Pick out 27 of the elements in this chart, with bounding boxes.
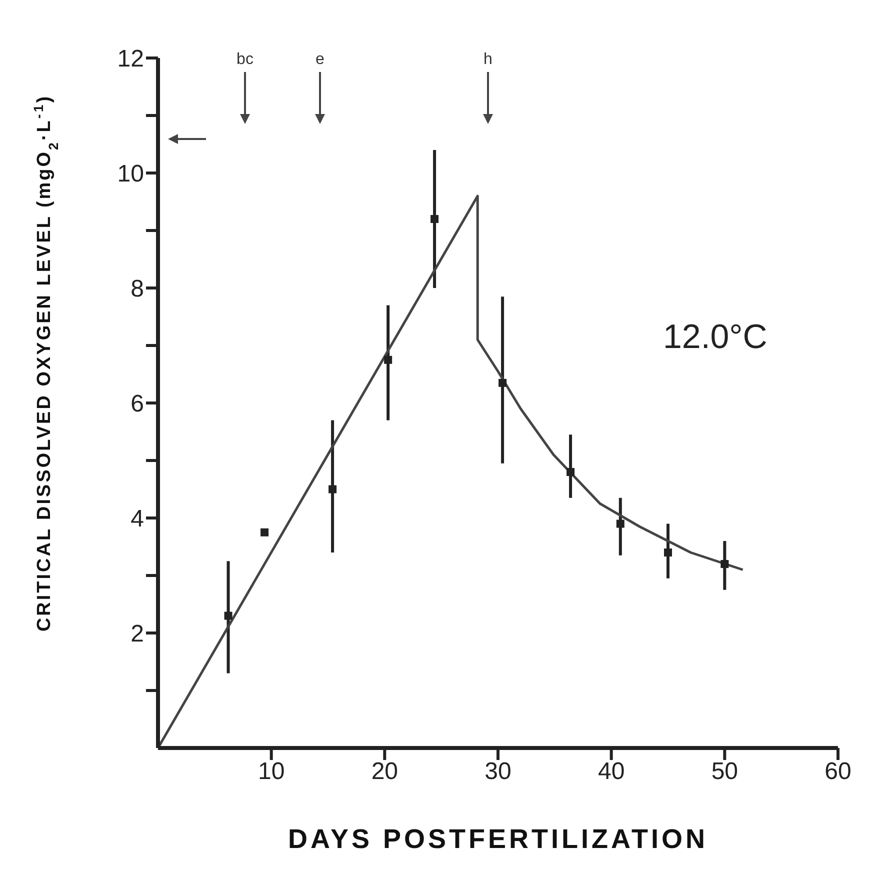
x-tick-label: 60	[824, 758, 852, 786]
point	[384, 356, 392, 364]
annotation: e	[316, 51, 325, 68]
point	[720, 560, 729, 568]
x-axis-title: DAYS POSTFERTILIZATION	[288, 824, 708, 854]
x-tick-label: 30	[484, 758, 512, 786]
y-tick-label: 10	[117, 160, 144, 188]
annotation: h	[484, 51, 492, 68]
point	[566, 468, 575, 476]
point	[328, 485, 337, 494]
point	[224, 612, 232, 620]
point	[664, 548, 672, 556]
point	[430, 215, 439, 223]
annotation: bc	[236, 51, 254, 68]
y-tick-label: 6	[130, 390, 144, 418]
point	[498, 378, 507, 387]
point	[260, 528, 269, 536]
y-tick-label: 8	[130, 276, 144, 303]
y-tick-label: 2	[130, 620, 144, 648]
x-tick-label: 40	[598, 758, 625, 786]
y-tick-label: 12	[117, 46, 144, 73]
x-tick-label: 20	[371, 758, 398, 786]
point	[616, 520, 624, 528]
annotation: 12.0°C	[663, 318, 768, 357]
x-tick-label: 50	[711, 758, 738, 786]
y-tick-label: 4	[130, 506, 144, 533]
x-tick-label: 10	[258, 758, 285, 786]
